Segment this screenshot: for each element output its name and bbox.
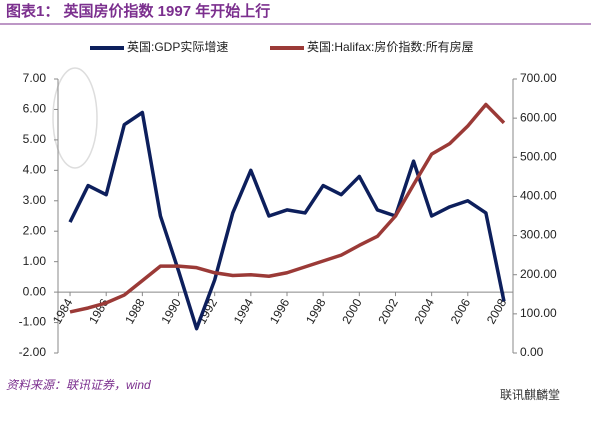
x-tick-label: 2006: [448, 296, 474, 326]
x-tick-label: 1998: [303, 296, 329, 326]
y2-tick-label: 500.00: [520, 149, 557, 163]
y2-tick-label: 0.00: [520, 345, 544, 359]
x-tick-label: 1988: [122, 296, 148, 326]
x-tick-label: 1994: [231, 296, 257, 326]
x-tick-label: 2008: [484, 296, 510, 326]
series-line: [69, 102, 506, 314]
y-tick-label: 6.00: [23, 102, 47, 116]
y-tick-label: 5.00: [23, 132, 47, 146]
series-line: [68, 110, 506, 331]
y-tick-label: 7.00: [23, 71, 47, 85]
y2-tick-label: 200.00: [520, 267, 557, 281]
legend-label: 英国:GDP实际增速: [127, 39, 228, 54]
decoration: [52, 67, 98, 169]
source: 资料来源：联讯证券，wind: [6, 378, 151, 392]
y2-tick-label: 600.00: [520, 110, 557, 124]
x-tick-label: 1996: [267, 296, 293, 326]
chart-title: 图表1： 英国房价指数 1997 年开始上行: [6, 2, 270, 20]
y-tick-label: 3.00: [23, 193, 47, 207]
y-tick-label: 2.00: [23, 223, 47, 237]
y2-tick-label: 400.00: [520, 189, 557, 203]
y-tick-label: -2.00: [19, 345, 47, 359]
x-tick-label: 2000: [339, 296, 365, 326]
y-tick-label: 4.00: [23, 163, 47, 177]
y-tick-label: -1.00: [19, 315, 47, 329]
watermark: 联讯麒麟堂: [500, 387, 560, 402]
x-tick-label: 1990: [158, 296, 184, 326]
y2-tick-label: 700.00: [520, 71, 557, 85]
y2-tick-label: 300.00: [520, 228, 557, 242]
y-tick-label: 0.00: [23, 284, 47, 298]
y2-tick-label: 100.00: [520, 306, 557, 320]
legend-label: 英国:Halifax:房价指数:所有房屋: [307, 39, 474, 54]
x-tick-label: 2002: [375, 296, 401, 326]
x-tick-label: 2004: [412, 296, 438, 326]
y-tick-label: 1.00: [23, 254, 47, 268]
